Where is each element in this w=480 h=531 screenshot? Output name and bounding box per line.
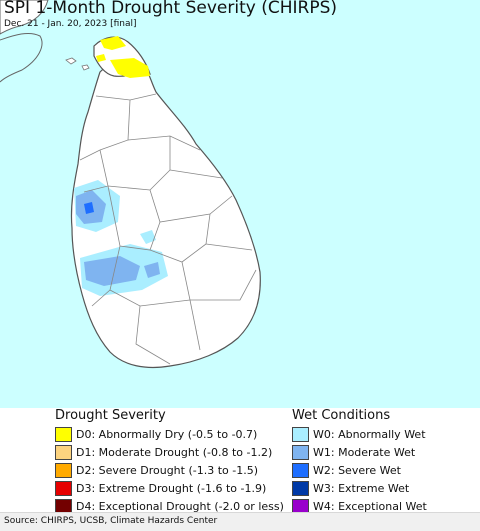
wet-legend-item: W2: Severe Wet	[292, 461, 427, 479]
island	[81, 64, 90, 71]
legend-label: W1: Moderate Wet	[313, 445, 416, 459]
legend-label: D4: Exceptional Drought (-2.0 or less)	[76, 499, 284, 513]
w1-areas	[76, 190, 160, 286]
legend-swatch	[55, 426, 72, 442]
legend-label: D3: Extreme Drought (-1.6 to -1.9)	[76, 481, 267, 495]
drought-legend-item: D2: Severe Drought (-1.3 to -1.5)	[55, 461, 284, 479]
legend-label: W3: Extreme Wet	[313, 481, 410, 495]
wet-legend-heading: Wet Conditions	[292, 408, 391, 423]
drought-legend-item: D1: Moderate Drought (-0.8 to -1.2)	[55, 443, 284, 461]
legend-swatch	[55, 480, 72, 496]
map-panel: SPI 1-Month Drought Severity (CHIRPS) De…	[0, 0, 480, 408]
india-land	[0, 0, 49, 35]
footer: Source: CHIRPS, UCSB, Climate Hazards Ce…	[0, 512, 480, 531]
india-coastline	[0, 33, 43, 83]
legend-swatch	[55, 462, 72, 478]
island	[65, 57, 77, 65]
w2-areas	[84, 202, 94, 214]
legend-label: D1: Moderate Drought (-0.8 to -1.2)	[76, 445, 273, 459]
drought-legend: D0: Abnormally Dry (-0.5 to -0.7) D1: Mod…	[55, 425, 284, 515]
drought-map	[0, 0, 261, 369]
legend-swatch	[292, 444, 309, 460]
source-credit: Source: CHIRPS, UCSB, Climate Hazards Ce…	[4, 516, 218, 526]
legend-label: D2: Severe Drought (-1.3 to -1.5)	[76, 463, 259, 477]
drought-legend-item: D0: Abnormally Dry (-0.5 to -0.7)	[55, 425, 284, 443]
district-boundaries	[79, 93, 257, 365]
legend-swatch	[292, 426, 309, 442]
legend-swatch	[292, 480, 309, 496]
legend-label: W0: Abnormally Wet	[313, 427, 426, 441]
legend-swatch	[55, 444, 72, 460]
drought-legend-heading: Drought Severity	[55, 408, 166, 423]
wet-legend-item: W3: Extreme Wet	[292, 479, 427, 497]
drought-legend-item: D3: Extreme Drought (-1.6 to -1.9)	[55, 479, 284, 497]
map-subtitle: Dec. 21 - Jan. 20, 2023 [final]	[4, 19, 137, 29]
legend-swatch	[292, 462, 309, 478]
wet-legend-item: W0: Abnormally Wet	[292, 425, 427, 443]
legend-label: W2: Severe Wet	[313, 463, 401, 477]
map-title: SPI 1-Month Drought Severity (CHIRPS)	[4, 0, 338, 18]
wet-legend: W0: Abnormally Wet W1: Moderate Wet W2: Se…	[292, 425, 427, 515]
legend-label: D0: Abnormally Dry (-0.5 to -0.7)	[76, 427, 258, 441]
legend-label: W4: Exceptional Wet	[313, 499, 427, 513]
wet-legend-item: W1: Moderate Wet	[292, 443, 427, 461]
d0-areas	[96, 36, 150, 78]
drought-legend-item: D4: Exceptional Drought (-2.0 or less)	[55, 497, 284, 515]
